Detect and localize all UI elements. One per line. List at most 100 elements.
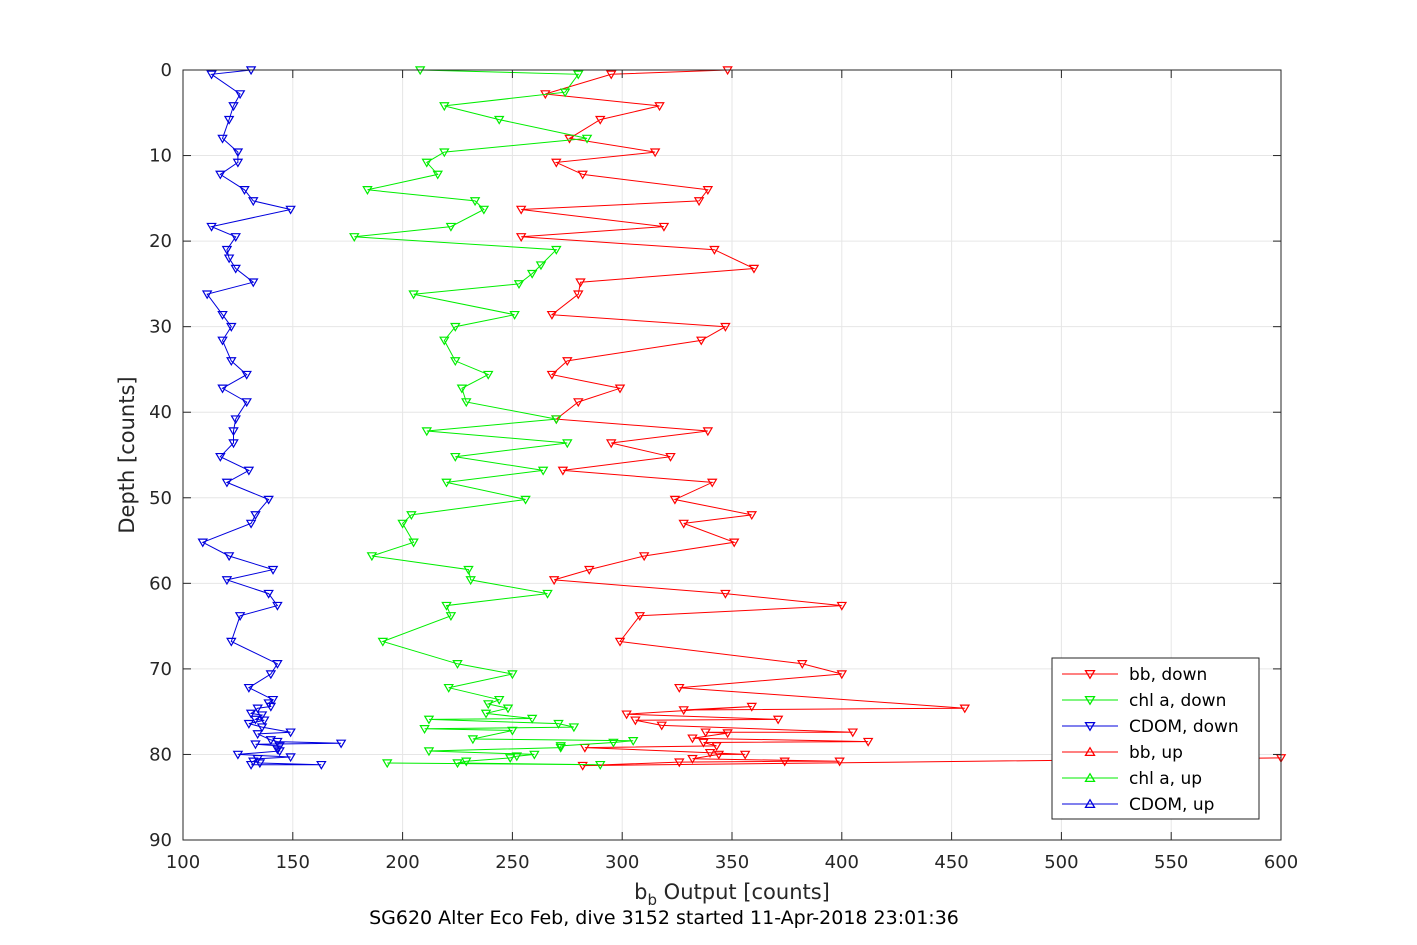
data-point (439, 148, 450, 158)
x-tick-label: 350 (715, 852, 749, 873)
data-point (594, 115, 606, 125)
data-point (797, 660, 808, 669)
data-point (263, 589, 274, 599)
data-point (441, 478, 452, 488)
data-point (847, 728, 859, 738)
y-tick-label: 90 (149, 830, 172, 851)
data-point (272, 601, 283, 611)
data-point (243, 719, 255, 729)
data-point (316, 760, 327, 770)
legend-entry: CDOM, up (1129, 795, 1214, 815)
series-line (521, 69, 1282, 767)
data-point (630, 716, 641, 726)
x-tick-label: 100 (166, 852, 200, 873)
data-point (377, 637, 389, 647)
series-1 (349, 66, 639, 770)
data-point (250, 740, 261, 750)
data-point (693, 197, 705, 207)
legend-entry: chl a, up (1129, 769, 1202, 789)
data-point (674, 683, 685, 693)
data-point (248, 278, 259, 288)
legend-entry: bb, up (1129, 743, 1183, 763)
data-point (564, 134, 575, 144)
data-point (439, 102, 450, 112)
data-point (230, 264, 241, 274)
data-point (469, 197, 481, 207)
data-point (507, 726, 518, 736)
data-point (605, 439, 617, 449)
data-point (254, 759, 266, 769)
data-point (562, 439, 573, 449)
data-point (250, 715, 261, 725)
data-point (450, 322, 461, 332)
y-axis-label: Depth [counts] (115, 376, 139, 533)
data-point (711, 742, 722, 752)
data-point (259, 716, 270, 726)
data-point (557, 466, 569, 476)
data-point (542, 589, 553, 599)
series-line (201, 69, 342, 766)
data-point (250, 511, 261, 521)
data-point (573, 398, 584, 408)
data-point (746, 702, 758, 712)
data-point (551, 245, 562, 255)
data-point (461, 398, 472, 408)
legend-swatch-marker (1084, 746, 1096, 757)
data-point (548, 576, 560, 586)
data-point (507, 670, 518, 680)
data-point (674, 758, 685, 768)
data-point (285, 728, 296, 738)
data-point (862, 737, 874, 747)
data-point (546, 310, 558, 320)
data-point (419, 725, 430, 734)
data-point (502, 704, 514, 714)
data-point (445, 612, 457, 622)
data-point (584, 565, 595, 575)
data-point (221, 576, 233, 586)
data-point (482, 370, 494, 380)
data-point (504, 754, 516, 764)
data-point (245, 519, 257, 529)
data-point (605, 70, 617, 80)
data-point (594, 760, 606, 770)
x-tick-label: 400 (825, 852, 859, 873)
data-point (248, 197, 259, 207)
x-tick-label: 150 (276, 852, 310, 873)
data-point (228, 102, 239, 112)
legend-swatch-marker (1084, 721, 1096, 732)
data-point (239, 186, 250, 195)
data-point (515, 205, 527, 215)
legend-entry: bb, down (1129, 665, 1207, 685)
data-point (285, 753, 296, 763)
data-point (421, 427, 433, 437)
x-tick-label: 550 (1154, 852, 1188, 873)
data-point (526, 714, 538, 724)
data-point (480, 709, 492, 719)
data-point (423, 715, 435, 725)
data-point (573, 290, 584, 300)
data-point (243, 466, 255, 476)
data-point (478, 205, 490, 215)
series-0 (515, 66, 1287, 771)
data-point (432, 170, 443, 180)
data-point (638, 552, 650, 562)
data-point (215, 452, 226, 462)
data-point (482, 700, 494, 710)
data-point (226, 637, 237, 647)
data-point (234, 90, 246, 100)
data-point (463, 565, 474, 575)
data-point (265, 670, 277, 680)
data-point (439, 336, 450, 346)
data-point (217, 336, 228, 346)
data-point (698, 738, 709, 748)
data-point (381, 759, 393, 769)
data-point (728, 538, 740, 548)
x-axis-label: bb Output [counts] (634, 880, 830, 909)
data-point (252, 730, 263, 740)
x-tick-label: 250 (495, 852, 529, 873)
data-point (568, 723, 580, 733)
data-point (577, 761, 588, 771)
data-point (467, 735, 479, 745)
data-point (834, 757, 845, 767)
data-point (515, 233, 527, 243)
